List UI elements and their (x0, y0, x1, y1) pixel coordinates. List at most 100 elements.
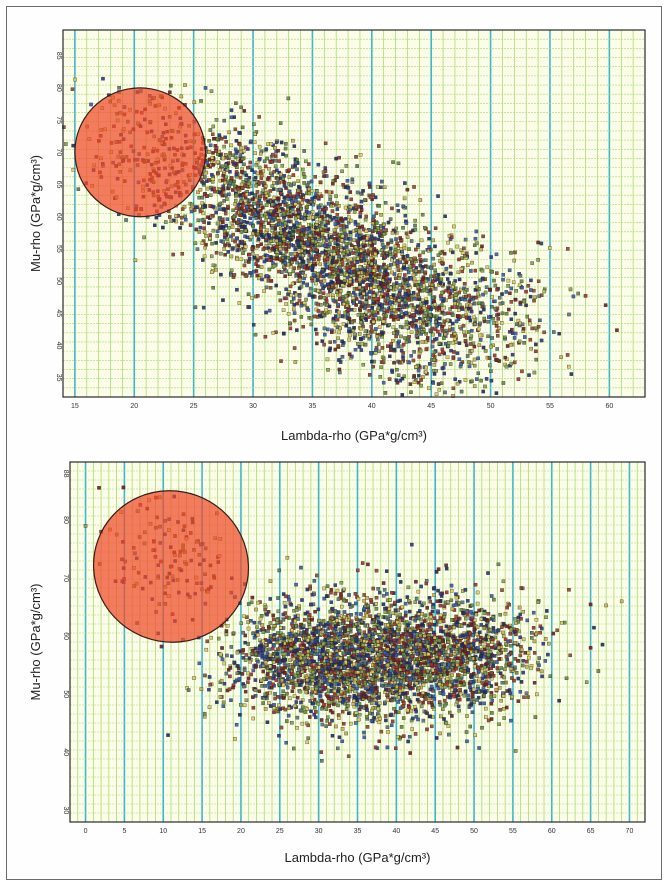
scatter-point (421, 318, 425, 322)
scatter-point (296, 188, 301, 193)
scatter-point (465, 739, 469, 744)
scatter-point (465, 251, 469, 256)
scatter-point (519, 680, 524, 684)
scatter-point (455, 381, 460, 386)
scatter-point (478, 338, 483, 342)
scatter-point (247, 252, 251, 257)
scatter-point (357, 626, 361, 630)
scatter-point (287, 168, 291, 172)
scatter-point (287, 175, 292, 179)
scatter-point (615, 328, 619, 332)
scatter-point (238, 175, 243, 180)
scatter-point (345, 303, 350, 308)
scatter-point (464, 294, 468, 299)
scatter-point (280, 270, 284, 274)
scatter-point (518, 321, 522, 326)
scatter-point (372, 214, 376, 219)
scatter-point (275, 168, 279, 173)
scatter-point (338, 292, 342, 297)
scatter-point (336, 221, 341, 226)
scatter-point (557, 331, 561, 336)
scatter-point (368, 195, 373, 200)
scatter-point (219, 251, 223, 256)
scatter-point (398, 360, 402, 365)
scatter-point (224, 140, 228, 144)
scatter-point (315, 341, 319, 346)
scatter-point (221, 156, 225, 161)
scatter-point (295, 301, 299, 306)
scatter-point (395, 367, 399, 372)
scatter-point (283, 274, 287, 278)
scatter-point (245, 192, 249, 197)
scatter-point (347, 337, 351, 342)
scatter-point (414, 365, 418, 369)
scatter-point (457, 357, 462, 362)
scatter-point (537, 294, 541, 298)
scatter-point (246, 626, 251, 631)
scatter-point (341, 182, 345, 187)
scatter-point (283, 146, 288, 151)
scatter-point (245, 205, 249, 209)
scatter-point (394, 312, 398, 316)
scatter-point (334, 194, 338, 198)
scatter-point (518, 653, 523, 658)
scatter-point (338, 223, 343, 228)
scatter-point (196, 218, 201, 223)
scatter-point (348, 333, 352, 338)
scatter-point (452, 224, 456, 229)
scatter-point (433, 320, 438, 324)
y-tick-label: 70 (55, 148, 62, 156)
scatter-point (408, 382, 413, 386)
scatter-point (414, 334, 419, 338)
scatter-point (446, 286, 451, 290)
scatter-point (380, 243, 385, 247)
scatter-point (390, 231, 395, 235)
scatter-point (269, 239, 273, 243)
scatter-point (365, 295, 369, 300)
scatter-point (232, 161, 237, 166)
scatter-point (239, 257, 244, 262)
scatter-point (179, 221, 184, 226)
scatter-point (310, 278, 315, 283)
scatter-point (479, 247, 483, 252)
scatter-point (506, 278, 511, 283)
scatter-point (411, 308, 415, 312)
scatter-point (410, 727, 414, 731)
scatter-point (268, 171, 273, 176)
scatter-point (488, 287, 492, 292)
scatter-point (333, 323, 338, 328)
scatter-point (334, 246, 339, 251)
scatter-point (322, 301, 327, 306)
scatter-point (421, 700, 425, 705)
scatter-point (259, 201, 263, 205)
scatter-point (387, 322, 391, 327)
scatter-point (446, 240, 450, 245)
scatter-point (420, 340, 425, 344)
scatter-point (227, 130, 231, 135)
scatter-point (299, 315, 304, 319)
scatter-point (284, 287, 288, 292)
scatter-point (318, 210, 322, 214)
scatter-point (525, 314, 530, 319)
scatter-point (458, 303, 462, 307)
scatter-point (227, 243, 232, 248)
scatter-point (347, 220, 351, 225)
scatter-point (266, 279, 271, 283)
scatter-point (282, 195, 287, 200)
scatter-point (503, 355, 507, 360)
scatter-point (483, 349, 488, 353)
scatter-point (453, 286, 458, 291)
scatter-point (405, 595, 410, 599)
scatter-point (305, 227, 309, 232)
scatter-point (243, 228, 248, 233)
scatter-point (266, 142, 270, 146)
scatter-point (358, 153, 363, 157)
scatter-point (464, 315, 469, 320)
scatter-point (386, 220, 391, 225)
scatter-point (317, 205, 321, 210)
scatter-point (459, 266, 464, 271)
scatter-point (493, 283, 498, 288)
scatter-point (447, 732, 451, 737)
scatter-point (335, 207, 340, 211)
scatter-point (408, 230, 413, 235)
